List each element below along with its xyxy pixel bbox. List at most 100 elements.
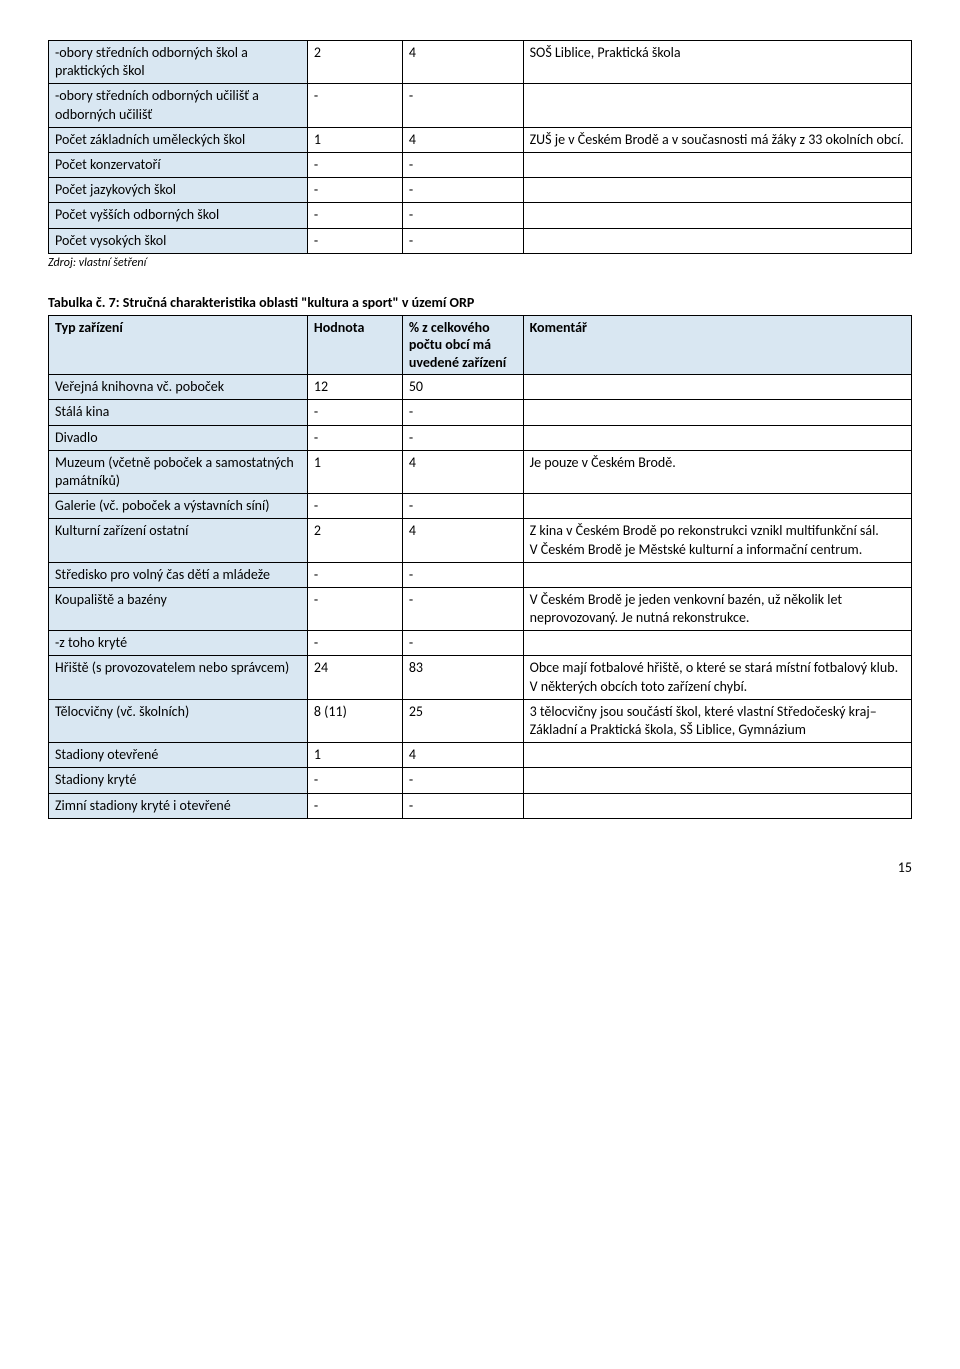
row-pct: 4	[402, 450, 523, 493]
row-label: Koupaliště a bazény	[49, 587, 308, 630]
row-value: -	[307, 494, 402, 519]
row-value: -	[307, 203, 402, 228]
table-row: Stadiony kryté--	[49, 768, 912, 793]
row-pct: 4	[402, 519, 523, 562]
row-pct: 4	[402, 743, 523, 768]
t2-header-value: Hodnota	[307, 315, 402, 375]
row-value: 12	[307, 375, 402, 400]
table-row: Hřiště (s provozovatelem nebo správcem)2…	[49, 656, 912, 699]
table-row: Kulturní zařízení ostatní24Z kina v Česk…	[49, 519, 912, 562]
table-row: Stadiony otevřené14	[49, 743, 912, 768]
row-comment: Z kina v Českém Brodě po rekonstrukci vz…	[523, 519, 911, 562]
table-row: Počet vyšších odborných škol--	[49, 203, 912, 228]
row-comment	[523, 768, 911, 793]
row-pct: -	[402, 203, 523, 228]
table-row: Středisko pro volný čas dětí a mládeže--	[49, 562, 912, 587]
table-row: -obory středních odborných škol a prakti…	[49, 41, 912, 84]
row-pct: 50	[402, 375, 523, 400]
row-comment	[523, 743, 911, 768]
row-comment	[523, 228, 911, 253]
row-pct: -	[402, 152, 523, 177]
row-label: Veřejná knihovna vč. poboček	[49, 375, 308, 400]
row-pct: -	[402, 631, 523, 656]
row-comment	[523, 84, 911, 127]
row-label: Muzeum (včetně poboček a samostatných pa…	[49, 450, 308, 493]
row-pct: -	[402, 562, 523, 587]
table-row: Tělocvičny (vč. školních)8 (11)253 těloc…	[49, 699, 912, 742]
row-pct: -	[402, 793, 523, 818]
schools-table: -obory středních odborných škol a prakti…	[48, 40, 912, 254]
row-pct: 4	[402, 41, 523, 84]
row-comment	[523, 203, 911, 228]
row-label: -z toho kryté	[49, 631, 308, 656]
row-value: -	[307, 228, 402, 253]
table-row: Galerie (vč. poboček a výstavních síní)-…	[49, 494, 912, 519]
table-row: Počet konzervatoří--	[49, 152, 912, 177]
row-value: -	[307, 178, 402, 203]
row-comment	[523, 562, 911, 587]
row-value: -	[307, 631, 402, 656]
row-label: Stálá kina	[49, 400, 308, 425]
row-value: 1	[307, 127, 402, 152]
row-label: Galerie (vč. poboček a výstavních síní)	[49, 494, 308, 519]
row-comment: Obce mají fotbalové hřiště, o které se s…	[523, 656, 911, 699]
row-label: Stadiony kryté	[49, 768, 308, 793]
row-pct: -	[402, 178, 523, 203]
row-value: -	[307, 562, 402, 587]
row-value: -	[307, 768, 402, 793]
t2-header-comment: Komentář	[523, 315, 911, 375]
table-row: Koupaliště a bazény--V Českém Brodě je j…	[49, 587, 912, 630]
row-value: -	[307, 400, 402, 425]
table-row: Veřejná knihovna vč. poboček1250	[49, 375, 912, 400]
row-pct: 25	[402, 699, 523, 742]
row-label: Počet jazykových škol	[49, 178, 308, 203]
row-value: 1	[307, 450, 402, 493]
row-comment: Je pouze v Českém Brodě.	[523, 450, 911, 493]
row-comment	[523, 152, 911, 177]
t2-header-type: Typ zařízení	[49, 315, 308, 375]
row-pct: -	[402, 84, 523, 127]
table-row: -obory středních odborných učilišť a odb…	[49, 84, 912, 127]
row-label: Počet základních uměleckých škol	[49, 127, 308, 152]
table-row: Počet základních uměleckých škol14ZUŠ je…	[49, 127, 912, 152]
row-comment: ZUŠ je v Českém Brodě a v současnosti má…	[523, 127, 911, 152]
row-label: Středisko pro volný čas dětí a mládeže	[49, 562, 308, 587]
row-pct: -	[402, 494, 523, 519]
row-comment	[523, 425, 911, 450]
page-number: 15	[48, 859, 912, 876]
row-label: Tělocvičny (vč. školních)	[49, 699, 308, 742]
row-label: Kulturní zařízení ostatní	[49, 519, 308, 562]
row-label: Počet vysokých škol	[49, 228, 308, 253]
table1-source: Zdroj: vlastní šetření	[48, 256, 912, 270]
row-pct: -	[402, 768, 523, 793]
row-label: Počet vyšších odborných škol	[49, 203, 308, 228]
row-value: -	[307, 84, 402, 127]
row-comment: 3 tělocvičny jsou součástí škol, které v…	[523, 699, 911, 742]
row-comment	[523, 375, 911, 400]
table-row: Divadlo--	[49, 425, 912, 450]
row-label: -obory středních odborných učilišť a odb…	[49, 84, 308, 127]
row-pct: -	[402, 400, 523, 425]
row-comment	[523, 400, 911, 425]
row-value: 1	[307, 743, 402, 768]
row-value: 2	[307, 41, 402, 84]
row-pct: -	[402, 587, 523, 630]
row-value: -	[307, 793, 402, 818]
row-label: Hřiště (s provozovatelem nebo správcem)	[49, 656, 308, 699]
t2-header-pct: % z celkového počtu obcí má uvedené zaří…	[402, 315, 523, 375]
row-comment: V Českém Brodě je jeden venkovní bazén, …	[523, 587, 911, 630]
row-comment	[523, 793, 911, 818]
row-label: Stadiony otevřené	[49, 743, 308, 768]
row-value: -	[307, 425, 402, 450]
row-pct: -	[402, 425, 523, 450]
row-label: Divadlo	[49, 425, 308, 450]
row-value: -	[307, 587, 402, 630]
row-comment	[523, 494, 911, 519]
row-label: Zimní stadiony kryté i otevřené	[49, 793, 308, 818]
table-row: Muzeum (včetně poboček a samostatných pa…	[49, 450, 912, 493]
row-label: -obory středních odborných škol a prakti…	[49, 41, 308, 84]
table-row: Stálá kina--	[49, 400, 912, 425]
row-comment	[523, 631, 911, 656]
row-value: 2	[307, 519, 402, 562]
row-value: 8 (11)	[307, 699, 402, 742]
